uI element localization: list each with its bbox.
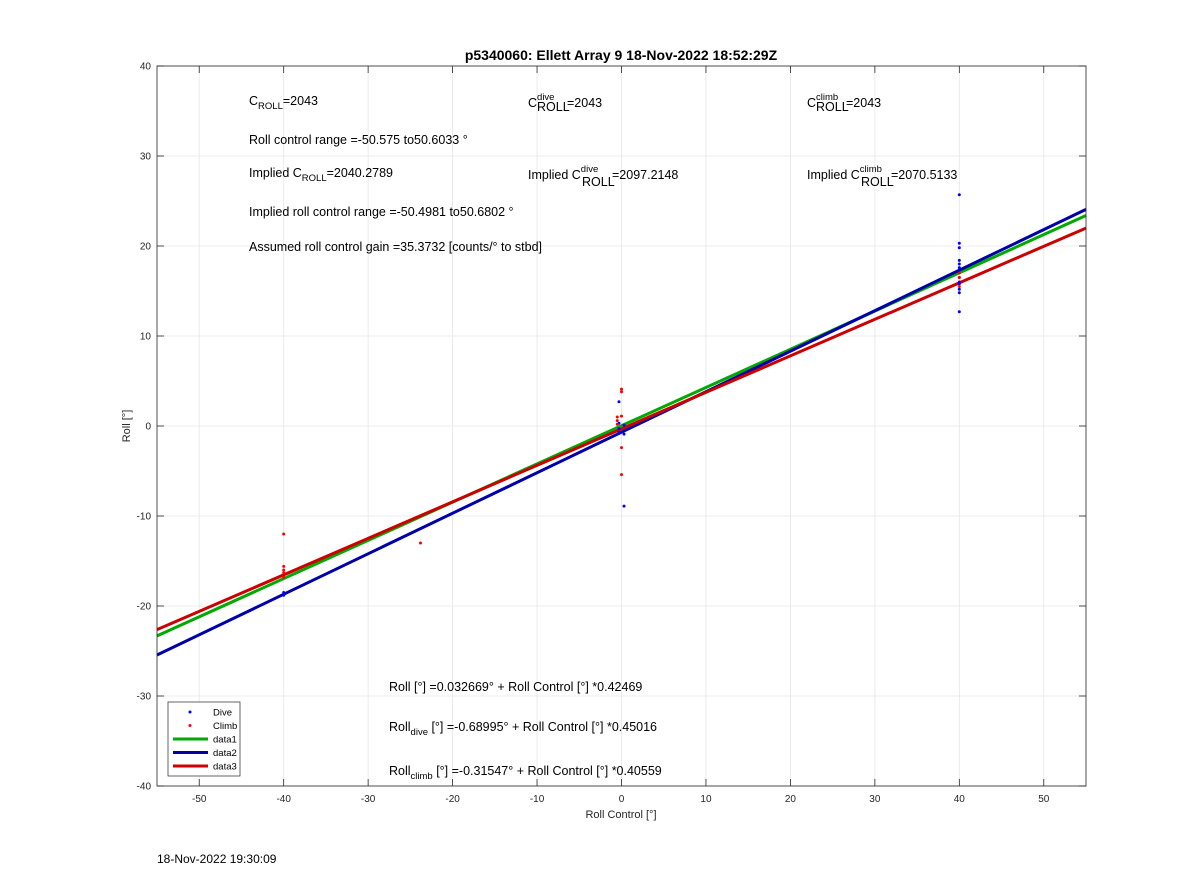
implied-c-dive-sub: ROLL [582, 175, 615, 189]
fit-dive-annotation: Rolldive [°] =-0.68995° + Roll Control [… [389, 720, 657, 738]
c-climb-annotation: Cclimb [807, 92, 838, 110]
implied-c-climb-value: =2070.5133 [891, 168, 957, 182]
y-tick-label: -20 [137, 602, 152, 613]
climb-point [615, 419, 619, 423]
climb-point [282, 568, 286, 572]
dive-point [957, 262, 961, 266]
dive-point [957, 310, 961, 314]
dive-point [957, 193, 961, 197]
x-tick-label: -30 [361, 794, 376, 805]
legend-label-data3: data3 [213, 762, 237, 773]
climb-point [282, 575, 286, 579]
climb-point [957, 271, 961, 275]
dive-point [617, 430, 621, 434]
dive-point [622, 504, 626, 508]
implied-c-climb-annotation: Implied Cclimb [807, 164, 882, 182]
x-axis-label: Roll Control [°] [585, 809, 656, 821]
dive-point [957, 246, 961, 250]
c-roll-annotation: CROLL=2043 [249, 94, 318, 112]
x-tick-label: -40 [276, 794, 291, 805]
y-axis-label: Roll [°] [121, 410, 133, 443]
gain-annotation: Assumed roll control gain =35.3732 [coun… [249, 240, 542, 254]
x-tick-label: 50 [1038, 794, 1050, 805]
climb-point [282, 532, 286, 536]
implied-c-dive-value: =2097.2148 [612, 168, 678, 182]
implied-range-annotation: Implied roll control range =-50.4981 to5… [249, 205, 514, 219]
implied-c-roll-annotation: Implied CROLL=2040.2789 [249, 166, 393, 184]
c-dive-value: =2043 [567, 96, 602, 110]
y-tick-label: -30 [137, 692, 152, 703]
dive-point [617, 400, 621, 404]
plot-frame [156, 65, 1087, 787]
dive-point [617, 427, 621, 431]
x-tick-label: -20 [445, 794, 460, 805]
climb-point [620, 473, 623, 477]
x-tick-label: 20 [785, 794, 797, 805]
x-tick-label: 0 [619, 794, 625, 805]
fit-line-data2 [156, 208, 1087, 657]
fit-all-annotation: Roll [°] =0.032669° + Roll Control [°] *… [389, 680, 642, 694]
x-tick-label: 40 [954, 794, 966, 805]
c-dive-sub: ROLL [537, 100, 570, 114]
legend-label-data1: data1 [213, 735, 237, 746]
fit-line-data3 [156, 226, 1087, 631]
roll-range-annotation: Roll control range =-50.575 to50.6033 ° [249, 133, 468, 147]
dive-point [282, 593, 286, 597]
y-tick-label: 0 [145, 422, 151, 433]
dive-point [957, 258, 961, 262]
dive-point [957, 287, 961, 291]
climb-point [620, 387, 623, 391]
c-climb-sub: ROLL [816, 100, 849, 114]
climb-point [282, 571, 286, 575]
climb-point [418, 541, 422, 545]
dive-point [957, 291, 961, 295]
climb-point [282, 564, 286, 568]
legend-marker-dive [188, 710, 192, 714]
climb-point [620, 390, 623, 394]
dive-point [622, 432, 626, 436]
legend-label-dive: Dive [213, 708, 232, 719]
x-tick-label: 30 [869, 794, 881, 805]
dive-point [957, 241, 961, 245]
fit-lines [156, 208, 1087, 657]
dive-point [282, 591, 286, 594]
c-climb-value: =2043 [846, 96, 881, 110]
y-tick-label: -40 [137, 782, 152, 793]
y-tick-label: 10 [140, 332, 152, 343]
x-tick-label: 10 [700, 794, 712, 805]
chart-title: p5340060: Ellett Array 9 18-Nov-2022 18:… [465, 47, 778, 63]
dive-point [957, 282, 961, 286]
legend-marker-climb [188, 724, 192, 727]
climb-point [620, 414, 623, 418]
x-tick-label: -10 [530, 794, 545, 805]
fit-climb-annotation: Rollclimb [°] =-0.31547° + Roll Control … [389, 764, 662, 782]
implied-c-climb-sub: ROLL [861, 175, 894, 189]
axis-ticks: -50 -40 -30 -20 -10 0 10 20 30 40 50 -40 -30 -20 -10 0 1… [137, 62, 1086, 805]
c-dive-annotation: Cdive [528, 92, 554, 110]
climb-point [957, 276, 961, 279]
footer-timestamp: 18-Nov-2022 19:30:09 [157, 852, 277, 866]
dive-point [957, 266, 961, 270]
climb-point [620, 446, 623, 450]
implied-c-dive-annotation: Implied Cdive [528, 164, 598, 182]
climb-point [615, 415, 619, 419]
climb-point [615, 422, 619, 426]
legend: Dive Climb data1 data2 data3 [167, 701, 241, 777]
dive-point [622, 423, 626, 427]
climb-point [957, 285, 961, 288]
annotations: CROLL=2043 Cdive ROLL =2043 Cclimb ROLL … [249, 92, 957, 782]
x-tick-label: -50 [192, 794, 207, 805]
y-tick-label: -10 [137, 512, 152, 523]
legend-label-climb: Climb [213, 721, 237, 732]
y-tick-label: 40 [140, 62, 152, 73]
y-tick-label: 20 [140, 242, 152, 253]
legend-label-data2: data2 [213, 748, 237, 759]
y-tick-label: 30 [140, 152, 152, 163]
data-points [282, 193, 961, 597]
fit-line-data1 [156, 214, 1087, 638]
